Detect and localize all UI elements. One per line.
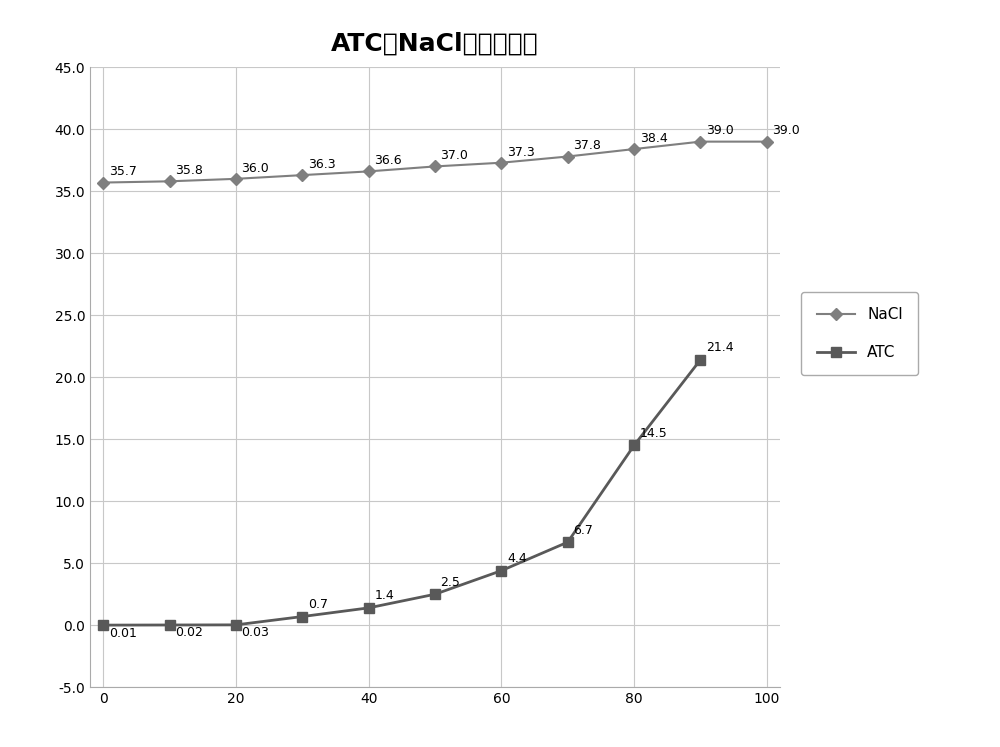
Text: 36.3: 36.3: [308, 158, 335, 171]
NaCl: [694, 137, 706, 146]
Text: 6.7: 6.7: [573, 524, 593, 536]
NaCl: [495, 158, 507, 167]
Text: 4.4: 4.4: [507, 552, 527, 565]
Text: 21.4: 21.4: [706, 341, 734, 354]
Line: ATC: ATC: [98, 355, 705, 630]
Text: 2.5: 2.5: [441, 576, 460, 589]
Text: 0.02: 0.02: [175, 627, 203, 639]
NaCl: [97, 178, 109, 187]
NaCl: [164, 177, 176, 186]
NaCl: [296, 170, 308, 179]
Text: 0.7: 0.7: [308, 598, 328, 611]
ATC: [628, 441, 640, 450]
Text: 36.0: 36.0: [242, 161, 269, 175]
Text: 37.0: 37.0: [441, 149, 468, 162]
Text: 1.4: 1.4: [374, 589, 394, 602]
Text: 35.7: 35.7: [109, 165, 137, 179]
ATC: [97, 621, 109, 630]
Text: 36.6: 36.6: [374, 154, 402, 167]
Text: 39.0: 39.0: [706, 125, 734, 137]
Line: NaCl: NaCl: [99, 137, 771, 187]
ATC: [164, 621, 176, 630]
Text: 0.03: 0.03: [242, 626, 269, 639]
Title: ATC和NaCl溶解度曲线: ATC和NaCl溶解度曲线: [331, 31, 539, 55]
NaCl: [761, 137, 773, 146]
Legend: NaCl, ATC: NaCl, ATC: [801, 292, 918, 375]
ATC: [296, 612, 308, 621]
ATC: [694, 356, 706, 365]
NaCl: [628, 145, 640, 154]
ATC: [363, 604, 375, 613]
ATC: [562, 538, 574, 547]
Text: 38.4: 38.4: [640, 132, 667, 145]
NaCl: [230, 174, 242, 183]
Text: 0.01: 0.01: [109, 627, 137, 639]
Text: 35.8: 35.8: [175, 164, 203, 177]
ATC: [429, 590, 441, 599]
NaCl: [429, 162, 441, 171]
Text: 39.0: 39.0: [772, 125, 800, 137]
ATC: [495, 566, 507, 575]
ATC: [230, 621, 242, 630]
Text: 37.8: 37.8: [573, 140, 601, 152]
NaCl: [363, 167, 375, 176]
Text: 14.5: 14.5: [640, 427, 667, 440]
NaCl: [562, 152, 574, 161]
Text: 37.3: 37.3: [507, 146, 535, 158]
